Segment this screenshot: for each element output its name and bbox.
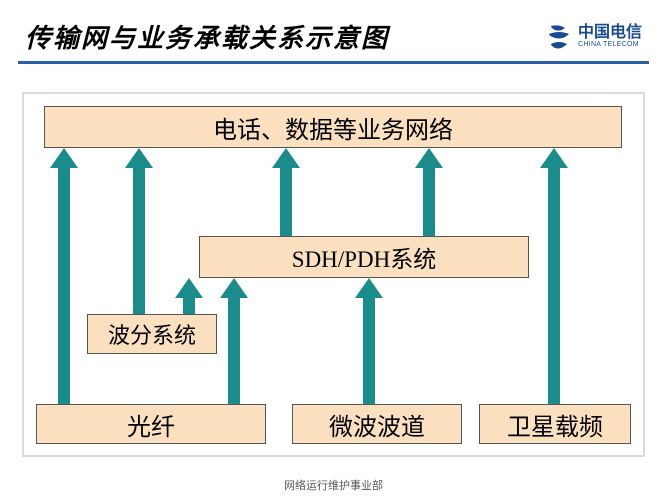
box-label-satellite: 卫星载频 xyxy=(507,407,603,442)
arrow-1 xyxy=(125,148,153,314)
box-label-microwave: 微波波道 xyxy=(329,407,425,442)
header: 传输网与业务承载关系示意图 中国电信 CHINA TELECOM xyxy=(0,0,667,61)
logo-en: CHINA TELECOM xyxy=(578,41,642,48)
box-microwave: 微波波道 xyxy=(292,404,462,444)
arrow-6 xyxy=(415,148,443,236)
arrow-7 xyxy=(540,148,568,404)
arrow-0 xyxy=(50,148,78,404)
logo: 中国电信 CHINA TELECOM xyxy=(545,22,642,52)
diagram-canvas: 电话、数据等业务网络 SDH/PDH系统波分系统光纤 微波波道 卫星载频 xyxy=(22,92,645,457)
box-top: 电话、数据等业务网络 xyxy=(44,106,622,148)
box-label-fiber: 光纤 xyxy=(127,407,175,442)
arrow-4 xyxy=(272,148,300,236)
box-label-sdh: SDH/PDH系统 xyxy=(292,240,436,274)
box-fiber: 光纤 xyxy=(36,404,266,444)
arrow-3 xyxy=(220,278,248,404)
box-label-wdm: 波分系统 xyxy=(108,318,196,350)
arrow-5 xyxy=(355,278,383,404)
footer-text: 网络运行维护事业部 xyxy=(0,477,667,493)
logo-cn: 中国电信 xyxy=(578,25,642,41)
logo-text: 中国电信 CHINA TELECOM xyxy=(578,25,642,48)
box-wdm: 波分系统 xyxy=(87,314,217,354)
box-label-top: 电话、数据等业务网络 xyxy=(213,110,453,145)
header-rule xyxy=(18,61,649,64)
slide-title: 传输网与业务承载关系示意图 xyxy=(25,18,389,55)
box-satellite: 卫星载频 xyxy=(479,404,631,444)
telecom-logo-icon xyxy=(545,22,573,52)
box-sdh: SDH/PDH系统 xyxy=(199,236,529,278)
